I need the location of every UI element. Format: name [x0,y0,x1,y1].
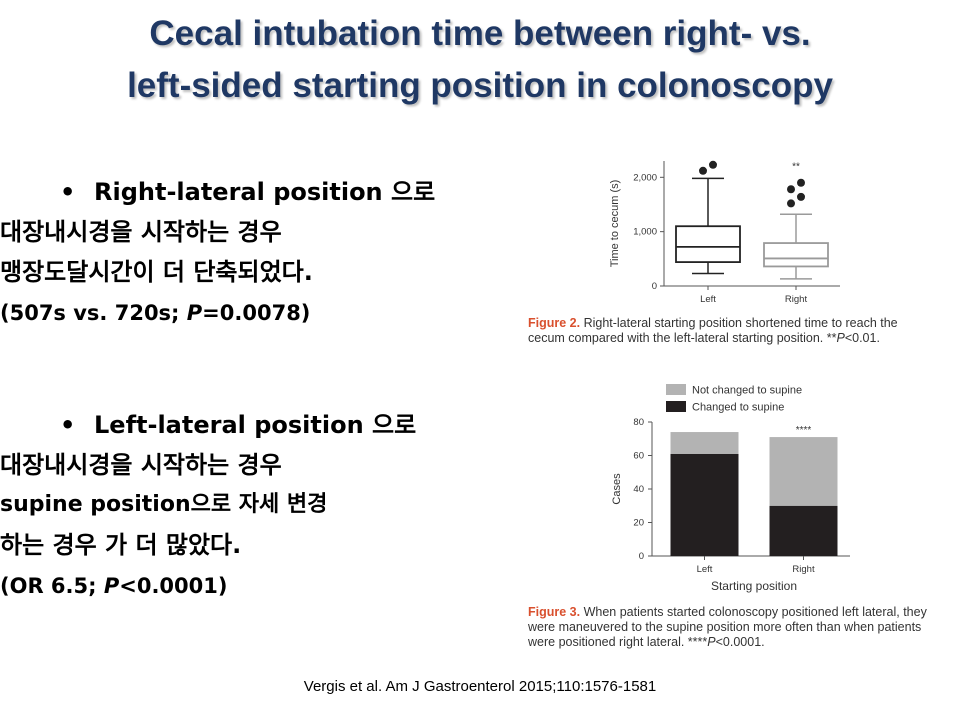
box-outlier [787,185,795,194]
bullet-text: 대장내시경을 시작하는 경우 [0,451,282,479]
caption-end: <0.0001. [715,635,765,649]
caption-text: Right-lateral starting position shortene… [528,316,898,345]
y-tick-label: 0 [652,281,657,292]
bar-segment [670,453,739,556]
x-tick-label: Right [785,294,808,305]
box-outlier [797,192,805,201]
y-tick-label: 1,000 [633,227,657,238]
figure-3-caption: Figure 3. When patients started colonosc… [528,605,928,650]
figure-2-caption: Figure 2. Right-lateral starting positio… [528,316,928,346]
legend-label: Not changed to supine [692,385,802,397]
box-outlier [709,160,717,169]
stat-suffix: <0.0001) [119,574,228,598]
bullet-marker: • [60,178,76,206]
legend-swatch [666,401,686,412]
stat-p: P [103,574,120,598]
box-iqr [763,242,829,268]
figure-3-label: Figure 3. [528,605,581,619]
bullet-stat: (507s vs. 720s; P=0.0078) [0,292,530,334]
slide-title: Cecal intubation time between right- vs.… [20,8,940,112]
bullet-text: 대장내시경을 시작하는 경우 [0,218,282,246]
box-outlier [699,166,707,175]
legend-label: Changed to supine [692,402,784,414]
bullet-left-lateral: • Left-lateral position 으로 대장내시경을 시작하는 경우… [0,405,530,607]
bar-segment [670,432,739,454]
barchart-svg: Not changed to supine Changed to supine 0 2… [611,384,850,593]
bullet-marker: • [60,411,76,439]
title-line-1: Cecal intubation time between right- vs. [149,14,811,53]
caption-p: P [707,635,716,649]
x-tick-label: Left [700,294,716,305]
boxplot-svg: 0 1,000 2,000 Time to cecum (s) Left Right ** [609,160,840,305]
stat-p: P [186,301,203,325]
bullet-text: 맹장도달시간이 더 단축되었다. [0,258,313,286]
bullet-text: Left-lateral position 으로 [94,411,417,439]
stat-prefix: (507s vs. 720s; [0,301,187,325]
x-axis-label: Starting position [711,579,797,593]
significance-annotation: **** [796,425,812,436]
significance-annotation: ** [792,161,800,172]
bullet-right-lateral: • Right-lateral position 으로 대장내시경을 시작하는 경… [0,172,530,334]
box-outlier [797,178,805,187]
figure-2-boxplot: 0 1,000 2,000 Time to cecum (s) Left Right ** [600,155,850,310]
stat-prefix: (OR 6.5; [0,574,104,598]
caption-p: P [836,331,845,345]
caption-text: When patients started colonoscopy positi… [528,605,927,649]
y-tick-label: 20 [633,518,644,529]
box-iqr [675,225,741,263]
bullet-text: Right-lateral position 으로 [94,178,436,206]
y-tick-label: 60 [633,451,644,462]
bullet-line: • Right-lateral position 으로 [60,172,530,212]
x-tick-label: Right [792,564,815,575]
bullet-stat: (OR 6.5; P<0.0001) [0,565,530,607]
figure-2-label: Figure 2. [528,316,581,330]
y-axis-label: Time to cecum (s) [609,180,621,268]
title-line-2: left-sided starting position in colonosc… [127,66,833,105]
x-tick-label: Left [697,564,713,575]
box-outlier [787,199,795,208]
bullet-line: • Left-lateral position 으로 [60,405,530,445]
y-tick-label: 2,000 [633,172,657,183]
stat-suffix: =0.0078) [202,301,311,325]
legend-swatch [666,384,686,395]
figure-3-barchart: Not changed to supine Changed to supine 0 2… [600,378,860,598]
bullet-text: 하는 경우 가 더 많았다. [0,531,242,559]
bar-segment [769,505,838,556]
y-tick-label: 0 [639,551,644,562]
citation: Vergis et al. Am J Gastroenterol 2015;11… [303,678,657,695]
y-tick-label: 80 [633,417,644,428]
y-tick-label: 40 [633,484,644,495]
bullet-text: supine position으로 자세 변경 [0,492,328,517]
caption-end: <0.01. [844,331,880,345]
bar-segment [769,437,838,506]
y-axis-label: Cases [611,473,623,505]
